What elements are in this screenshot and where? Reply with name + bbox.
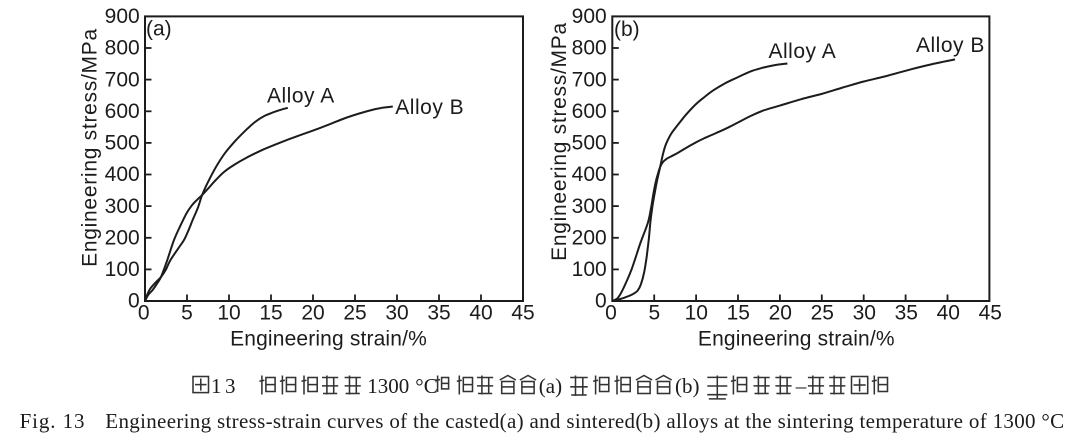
svg-text:10: 10 — [217, 302, 240, 325]
svg-text:400: 400 — [105, 163, 140, 186]
svg-text:100: 100 — [105, 258, 140, 281]
svg-text:700: 700 — [105, 68, 140, 91]
svg-text:1300: 1300 — [367, 374, 409, 398]
svg-text:900: 900 — [572, 5, 607, 28]
svg-text:Alloy A: Alloy A — [267, 85, 335, 108]
svg-text:25: 25 — [343, 302, 366, 325]
svg-text:Engineering stress/MPa: Engineering stress/MPa — [79, 28, 102, 267]
svg-text:–: – — [795, 374, 807, 398]
svg-text:600: 600 — [572, 100, 607, 123]
svg-text:20: 20 — [301, 302, 324, 325]
svg-text:30: 30 — [385, 302, 408, 325]
svg-text:200: 200 — [105, 227, 140, 250]
svg-text:20: 20 — [769, 302, 792, 325]
svg-text:5: 5 — [181, 302, 193, 325]
svg-text:45: 45 — [979, 302, 1002, 325]
svg-text:15: 15 — [259, 302, 282, 325]
svg-text:Alloy A: Alloy A — [769, 40, 837, 63]
svg-text:(b): (b) — [614, 18, 640, 41]
svg-text:13: 13 — [211, 374, 239, 398]
svg-text:Alloy B: Alloy B — [395, 96, 464, 119]
svg-text:45: 45 — [511, 302, 534, 325]
svg-text:15: 15 — [727, 302, 750, 325]
svg-text:40: 40 — [937, 302, 960, 325]
svg-text:35: 35 — [427, 302, 450, 325]
svg-text:0: 0 — [128, 290, 140, 313]
svg-text:500: 500 — [572, 132, 607, 155]
svg-text:400: 400 — [572, 163, 607, 186]
svg-text:Engineering strain/%: Engineering strain/% — [230, 328, 427, 351]
svg-text:100: 100 — [572, 258, 607, 281]
svg-text:Engineering stress/MPa: Engineering stress/MPa — [548, 22, 571, 261]
svg-text:0: 0 — [595, 290, 607, 313]
svg-text:Engineering strain/%: Engineering strain/% — [698, 328, 895, 351]
svg-text:300: 300 — [105, 195, 140, 218]
svg-text:10: 10 — [685, 302, 708, 325]
svg-text:(b): (b) — [675, 374, 700, 398]
svg-text:25: 25 — [811, 302, 834, 325]
svg-text:(a): (a) — [146, 18, 172, 41]
svg-text:500: 500 — [105, 132, 140, 155]
svg-text:900: 900 — [105, 5, 140, 28]
svg-text:700: 700 — [572, 68, 607, 91]
svg-text:0: 0 — [605, 302, 617, 325]
svg-text:200: 200 — [572, 227, 607, 250]
svg-text:5: 5 — [648, 302, 660, 325]
svg-text:0: 0 — [138, 302, 150, 325]
svg-text:800: 800 — [105, 37, 140, 60]
svg-text:°C: °C — [415, 374, 437, 398]
svg-text:30: 30 — [853, 302, 876, 325]
svg-text:(a): (a) — [539, 374, 562, 398]
svg-text:800: 800 — [572, 37, 607, 60]
svg-text:300: 300 — [572, 195, 607, 218]
svg-text:40: 40 — [469, 302, 492, 325]
svg-text:Fig. 13: Fig. 13 — [20, 409, 86, 433]
svg-text:Alloy B: Alloy B — [916, 34, 985, 57]
svg-text:35: 35 — [895, 302, 918, 325]
svg-text:600: 600 — [105, 100, 140, 123]
svg-text:Engineering stress-strain curv: Engineering stress-strain curves of the … — [105, 409, 1064, 433]
